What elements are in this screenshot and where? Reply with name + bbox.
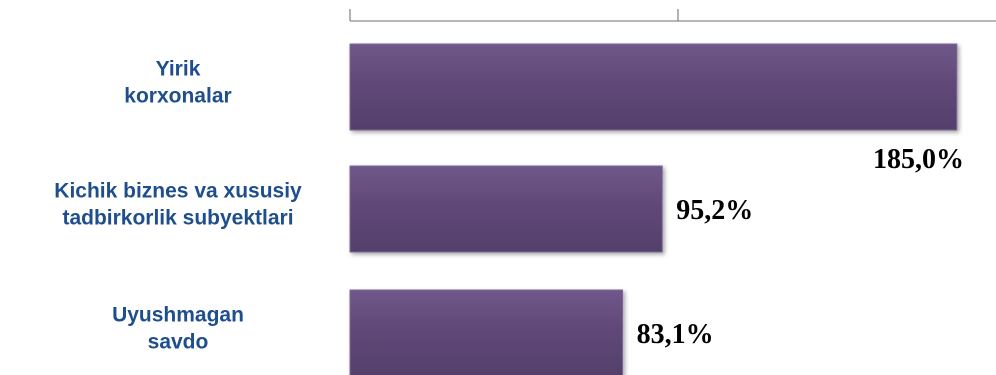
category-label-line: tadbirkorlik subyektlari: [62, 207, 293, 230]
category-label-2: Uyushmagan savdo: [112, 304, 244, 354]
category-label-line: savdo: [148, 331, 209, 354]
bar-2: [349, 289, 624, 375]
category-labels: Yirik korxonalar Kichik biznes va xususiy t…: [54, 58, 302, 354]
category-label-0: Yirik korxonalar: [124, 58, 231, 108]
category-label-1: Kichik biznes va xususiy tadbirkorlik sub…: [54, 180, 302, 230]
category-label-line: Kichik biznes va xususiy: [54, 180, 302, 203]
value-label-0: 185,0%: [873, 144, 964, 175]
category-label-line: Uyushmagan: [112, 304, 244, 327]
category-label-line: korxonalar: [124, 85, 231, 108]
bar-1: [349, 165, 663, 253]
value-labels: 185,0% 95,2% 83,1%: [637, 144, 964, 350]
value-label-2: 83,1%: [637, 319, 714, 350]
category-label-line: Yirik: [156, 58, 201, 81]
axis-top: [349, 9, 996, 22]
value-label-1: 95,2%: [676, 195, 753, 226]
bars: [349, 43, 958, 375]
bar-0: [349, 43, 958, 131]
